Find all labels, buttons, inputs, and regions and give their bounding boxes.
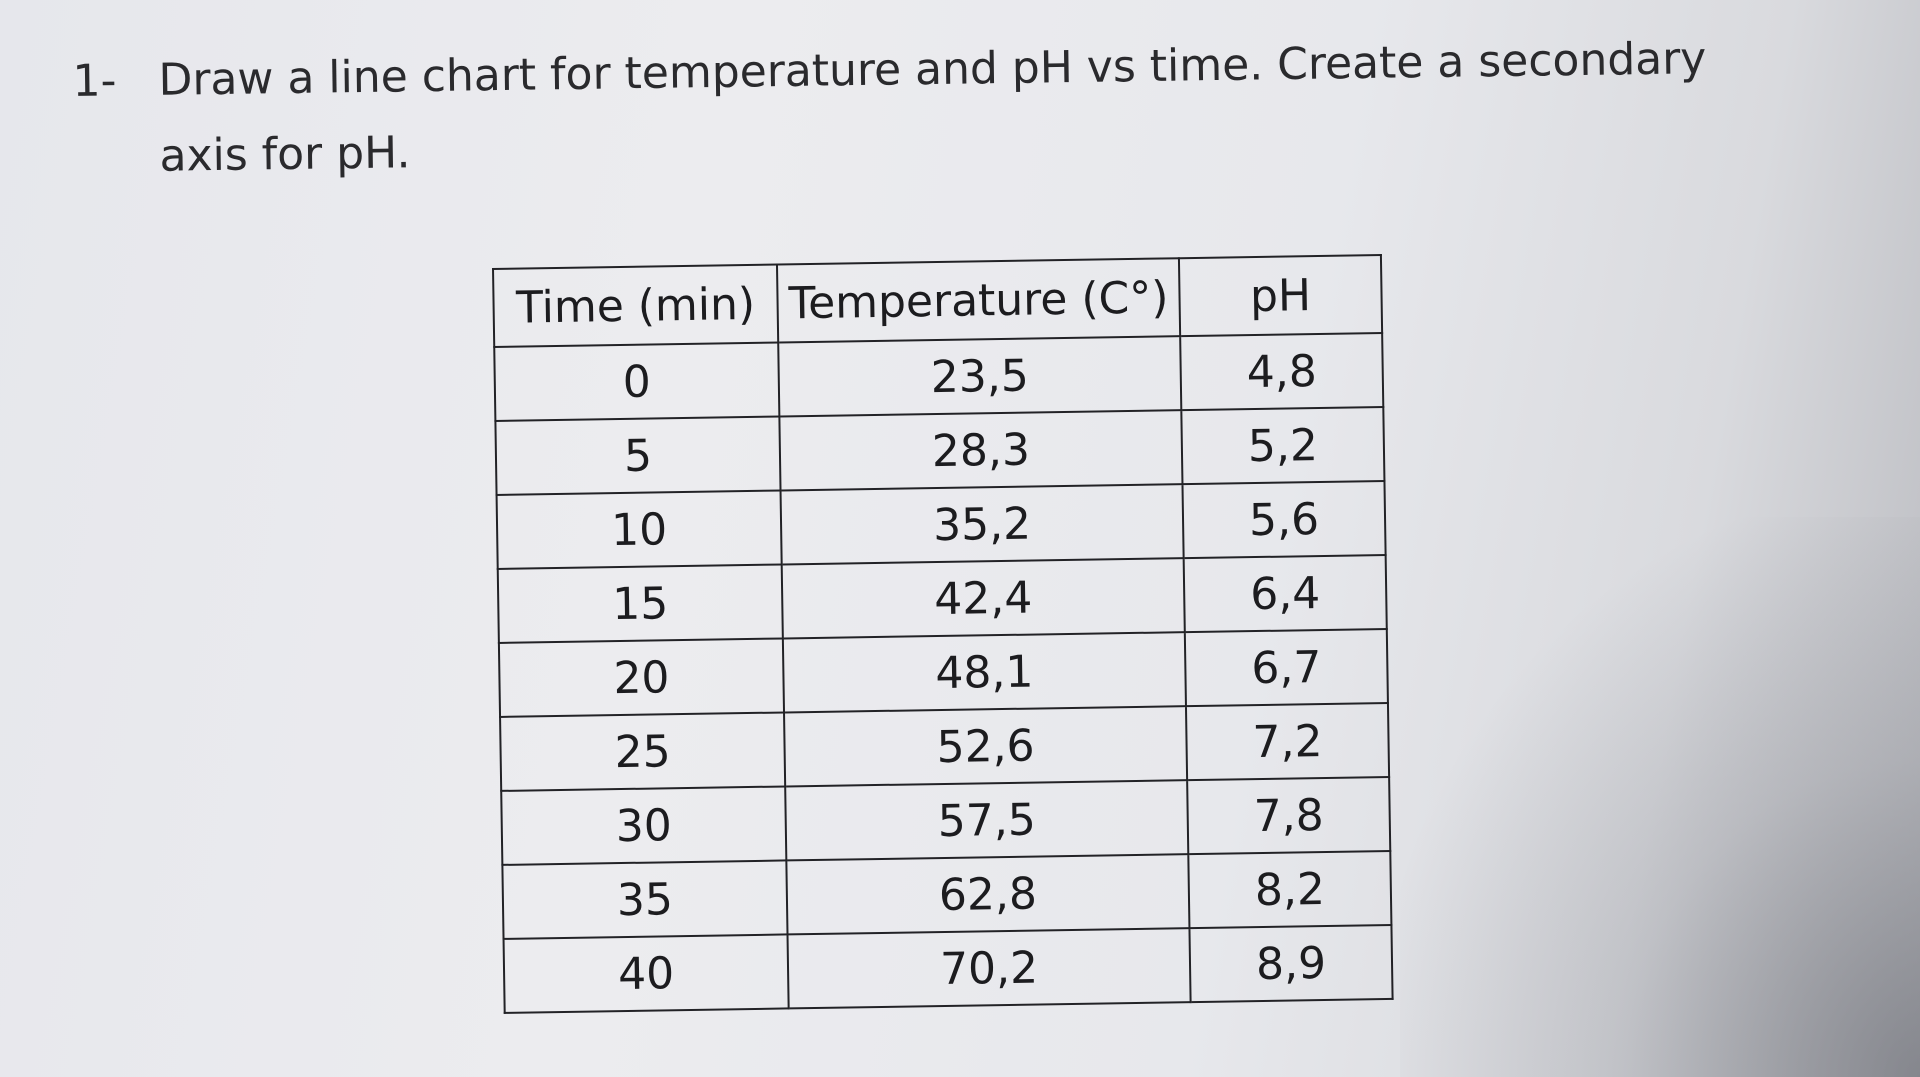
- table-row: 20 48,1 6,7: [498, 628, 1388, 717]
- cell-time: 0: [494, 342, 780, 421]
- cell-ph: 7,2: [1185, 702, 1390, 781]
- data-table: Time (min) Temperature (C°) pH 0 23,5 4,…: [492, 254, 1394, 1014]
- header-ph: pH: [1178, 255, 1383, 337]
- table-row: 15 42,4 6,4: [497, 554, 1387, 643]
- question-number: 1-: [72, 55, 117, 107]
- table-row: 0 23,5 4,8: [494, 333, 1384, 421]
- cell-temperature: 70,2: [787, 928, 1191, 1009]
- cell-time: 25: [500, 712, 786, 791]
- table-row: 25 52,6 7,2: [500, 702, 1390, 791]
- cell-ph: 7,8: [1187, 776, 1391, 855]
- cell-time: 40: [503, 934, 789, 1013]
- header-temperature: Temperature (C°): [776, 258, 1181, 343]
- cell-time: 15: [497, 564, 783, 643]
- cell-temperature: 23,5: [778, 336, 1182, 417]
- cell-temperature: 35,2: [780, 484, 1184, 565]
- table-row: 10 35,2 5,6: [496, 481, 1386, 569]
- question-text: Draw a line chart for temperature and pH…: [158, 33, 1707, 182]
- cell-temperature: 48,1: [782, 632, 1186, 713]
- cell-time: 5: [495, 416, 781, 495]
- table-header-row: Time (min) Temperature (C°) pH: [493, 255, 1383, 347]
- photo-shadow: [1400, 517, 1920, 1077]
- table-row: 35 62,8 8,2: [502, 850, 1392, 939]
- cell-time: 10: [496, 490, 782, 569]
- cell-ph: 8,9: [1189, 924, 1393, 1003]
- cell-temperature: 62,8: [786, 854, 1190, 935]
- cell-temperature: 57,5: [785, 780, 1189, 861]
- data-table-container: Time (min) Temperature (C°) pH 0 23,5 4,…: [492, 254, 1394, 1014]
- cell-ph: 4,8: [1180, 333, 1384, 411]
- cell-ph: 5,6: [1182, 481, 1386, 559]
- cell-time: 30: [501, 786, 787, 865]
- cell-temperature: 52,6: [784, 706, 1188, 787]
- cell-ph: 8,2: [1188, 850, 1392, 929]
- table-row: 40 70,2 8,9: [503, 924, 1393, 1013]
- cell-temperature: 42,4: [781, 558, 1185, 639]
- cell-time: 20: [498, 638, 785, 717]
- cell-temperature: 28,3: [779, 410, 1183, 491]
- table-row: 30 57,5 7,8: [501, 776, 1391, 865]
- table-row: 5 28,3 5,2: [495, 407, 1385, 495]
- cell-ph: 5,2: [1181, 407, 1385, 485]
- header-time: Time (min): [493, 264, 779, 347]
- cell-ph: 6,4: [1183, 554, 1387, 633]
- question: 1- Draw a line chart for temperature and…: [72, 20, 1774, 196]
- cell-time: 35: [502, 860, 788, 939]
- cell-ph: 6,7: [1184, 628, 1388, 707]
